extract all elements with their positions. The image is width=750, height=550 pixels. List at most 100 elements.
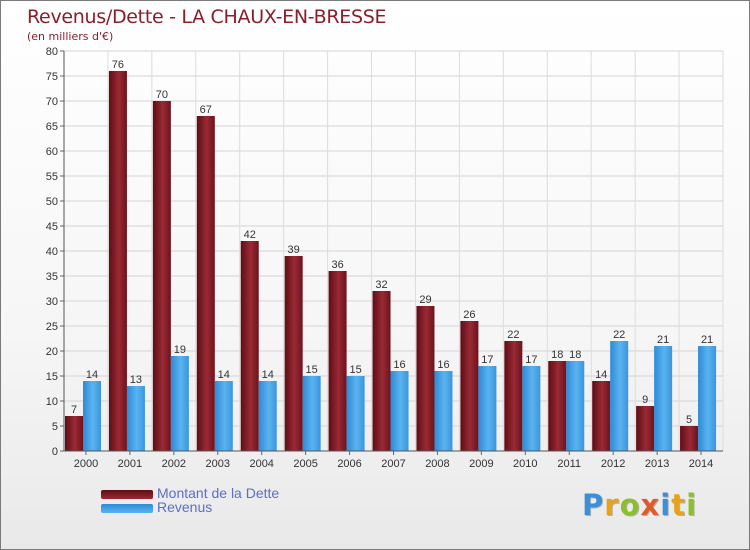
y-tick-label-5: 5 [52, 421, 58, 433]
bar-dette-2006 [328, 271, 347, 451]
data-label-revenus-2008: 16 [437, 359, 449, 371]
data-label-dette-2012: 14 [595, 369, 607, 381]
bar-dette-2007 [372, 291, 391, 451]
data-label-revenus-2003: 14 [218, 369, 230, 381]
y-tick-label-35: 35 [46, 271, 58, 283]
y-tick-label-45: 45 [46, 221, 58, 233]
chart-title: Revenus/Dette - LA CHAUX-EN-BRESSE [27, 6, 387, 28]
data-label-revenus-2001: 13 [130, 374, 142, 386]
data-label-dette-2013: 9 [642, 394, 648, 406]
data-label-revenus-2014: 21 [701, 334, 713, 346]
bar-revenus-2011 [566, 361, 585, 451]
y-tick-label-40: 40 [46, 246, 58, 258]
bar-revenus-2006 [346, 376, 365, 451]
logo-letter-5: t [671, 488, 687, 522]
data-label-dette-2009: 26 [463, 309, 475, 321]
logo-letter-0: P [582, 488, 605, 522]
data-label-revenus-2013: 21 [657, 334, 669, 346]
x-tick-label-2000: 2000 [74, 458, 98, 470]
chart-subtitle: (en milliers d'€) [27, 30, 114, 43]
x-tick-label-2008: 2008 [425, 458, 449, 470]
plot-area: 0 5 10 15 20 25 30 35 40 45 50 55 60 65 70 75 80 7 76 70 67 4… [46, 46, 724, 470]
x-tick-label-2013: 2013 [645, 458, 669, 470]
x-tick-label-2009: 2009 [469, 458, 493, 470]
data-label-revenus-2010: 17 [525, 354, 537, 366]
bar-dette-2002 [152, 101, 171, 451]
legend-swatch-dette [101, 490, 153, 499]
data-label-revenus-2005: 15 [306, 364, 318, 376]
data-label-revenus-2002: 19 [174, 344, 186, 356]
data-label-dette-2008: 29 [419, 294, 431, 306]
x-tick-label-2006: 2006 [337, 458, 361, 470]
x-tick-label-2002: 2002 [162, 458, 186, 470]
bar-revenus-2005 [302, 376, 321, 451]
y-tick-label-20: 20 [46, 346, 58, 358]
bar-revenus-2010 [522, 366, 541, 451]
y-tick-label-25: 25 [46, 321, 58, 333]
bar-revenus-2001 [126, 386, 145, 451]
data-label-dette-2003: 67 [200, 104, 212, 116]
bar-revenus-2013 [654, 346, 673, 451]
data-label-revenus-2011: 18 [569, 349, 581, 361]
x-tick-label-2014: 2014 [689, 458, 713, 470]
data-label-revenus-2000: 14 [86, 369, 98, 381]
x-tick-label-2011: 2011 [557, 458, 581, 470]
bar-revenus-2014 [698, 346, 717, 451]
y-tick-label-50: 50 [46, 196, 58, 208]
y-tick-label-60: 60 [46, 146, 58, 158]
y-tick-label-65: 65 [46, 121, 58, 133]
y-tick-label-70: 70 [46, 96, 58, 108]
data-label-dette-2007: 32 [375, 279, 387, 291]
x-tick-label-2010: 2010 [513, 458, 537, 470]
data-label-dette-2006: 36 [331, 259, 343, 271]
bar-dette-2010 [504, 341, 523, 451]
y-tick-label-30: 30 [46, 296, 58, 308]
legend-label-dette: Montant de la Dette [157, 485, 280, 501]
bar-revenus-2000 [83, 381, 101, 451]
bar-dette-2000 [65, 416, 83, 451]
data-label-revenus-2009: 17 [481, 354, 493, 366]
bar-dette-2012 [592, 381, 611, 451]
data-label-dette-2011: 18 [551, 349, 563, 361]
x-tick-label-2004: 2004 [249, 458, 273, 470]
data-label-dette-2004: 42 [244, 229, 256, 241]
bar-dette-2011 [548, 361, 567, 451]
x-tick-label-2012: 2012 [601, 458, 625, 470]
logo-letter-6: i [686, 488, 698, 522]
legend-swatch-revenus [101, 504, 153, 513]
x-tick-label-2003: 2003 [206, 458, 230, 470]
data-label-dette-2014: 5 [686, 414, 692, 426]
bar-revenus-2003 [214, 381, 233, 451]
bar-revenus-2007 [390, 371, 409, 451]
bar-revenus-2004 [258, 381, 277, 451]
x-tick-label-2001: 2001 [118, 458, 142, 470]
y-tick-label-75: 75 [46, 71, 58, 83]
bar-dette-2009 [460, 321, 479, 451]
logo-letter-2: o [619, 488, 641, 522]
data-label-dette-2002: 70 [156, 89, 168, 101]
y-tick-label-10: 10 [46, 396, 58, 408]
bar-revenus-2012 [610, 341, 629, 451]
legend-label-revenus: Revenus [157, 499, 213, 515]
bar-dette-2003 [196, 116, 215, 451]
y-tick-label-15: 15 [46, 371, 58, 383]
logo-letter-3: x [640, 488, 661, 522]
bar-dette-2013 [636, 406, 655, 451]
data-label-revenus-2004: 14 [262, 369, 274, 381]
data-label-dette-2010: 22 [507, 329, 519, 341]
y-tick-label-0: 0 [52, 446, 58, 458]
data-label-dette-2001: 76 [112, 59, 124, 71]
data-label-revenus-2012: 22 [613, 329, 625, 341]
bar-dette-2001 [108, 71, 127, 451]
bar-revenus-2009 [478, 366, 497, 451]
bar-revenus-2002 [170, 356, 189, 451]
data-label-revenus-2007: 16 [393, 359, 405, 371]
bar-dette-2014 [680, 426, 699, 451]
data-label-dette-2000: 7 [71, 404, 77, 416]
proxiti-logo: Proxiti [582, 488, 697, 522]
y-tick-label-80: 80 [46, 46, 58, 58]
bar-revenus-2008 [434, 371, 453, 451]
bar-dette-2004 [240, 241, 259, 451]
